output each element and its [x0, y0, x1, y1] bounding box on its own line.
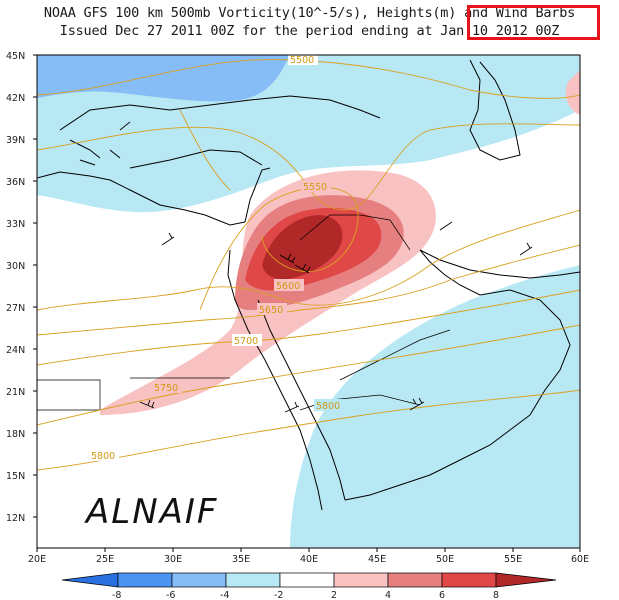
colorbar-seg-pos6	[441, 572, 497, 588]
wind-barbs	[119, 121, 533, 413]
highlight-box	[467, 5, 600, 40]
lat-label-21n: 21N	[6, 387, 25, 398]
colorbar	[61, 572, 557, 588]
pos-small-east	[565, 70, 580, 115]
lon-label-55e: 55E	[504, 554, 522, 565]
lat-label-12n: 12N	[6, 513, 25, 524]
lon-axis	[36, 548, 581, 552]
colorbar-arrow-right	[495, 572, 557, 588]
contour-label-5800-east: 5800	[316, 401, 340, 412]
lon-label-40e: 40E	[300, 554, 318, 565]
lat-label-24n: 24N	[6, 345, 25, 356]
colorbar-seg-pos2	[333, 572, 389, 588]
lon-label-60e: 60E	[571, 554, 589, 565]
neg-core-northwest	[37, 55, 290, 102]
colorbar-tick-pos2: 2	[331, 590, 337, 600]
colorbar-arrow-left	[61, 572, 119, 588]
contour-label-5650: 5650	[259, 305, 283, 316]
lat-label-45n: 45N	[6, 51, 25, 62]
colorbar-tick-pos4: 4	[385, 590, 391, 600]
map-title-line2: Issued Dec 27 2011 00Z for the period en…	[59, 23, 560, 39]
contour-label-5750: 5750	[154, 383, 178, 394]
contour-label-5800-west: 5800	[91, 451, 115, 462]
lat-label-39n: 39N	[6, 135, 25, 146]
lon-label-35e: 35E	[232, 554, 250, 565]
colorbar-seg-neg6	[117, 572, 173, 588]
contour-labels: 5500 5550 5600 5650 5700 5750 5800 5800	[89, 53, 344, 462]
pos-core	[262, 215, 343, 280]
lon-label-20e: 20E	[28, 554, 46, 565]
lat-label-42n: 42N	[6, 93, 25, 104]
lon-label-30e: 30E	[164, 554, 182, 565]
lat-label-27n: 27N	[6, 303, 25, 314]
neg-region-arabia	[290, 265, 580, 548]
colorbar-tick-neg6: -6	[166, 590, 175, 600]
watermark: ALNAIF	[84, 492, 218, 532]
lat-label-30n: 30N	[6, 261, 25, 272]
map-title-line1: NOAA GFS 100 km 500mb Vorticity(10^-5/s)…	[43, 5, 576, 21]
lat-label-36n: 36N	[6, 177, 25, 188]
lat-label-15n: 15N	[6, 471, 25, 482]
colorbar-tick-neg4: -4	[220, 590, 229, 600]
lat-label-18n: 18N	[6, 429, 25, 440]
vorticity-fill	[37, 55, 580, 548]
colorbar-tick-pos6: 6	[439, 590, 445, 600]
colorbar-seg-neg2	[225, 572, 281, 588]
contour-label-5500: 5500	[290, 55, 314, 66]
neg-small-northwest	[37, 100, 105, 150]
colorbar-seg-neg4	[171, 572, 227, 588]
coastlines	[37, 59, 580, 511]
lon-label-25e: 25E	[96, 554, 114, 565]
colorbar-seg-zero	[279, 572, 335, 588]
lat-axis	[33, 54, 37, 518]
lon-label-50e: 50E	[436, 554, 454, 565]
contour-label-5550: 5550	[303, 182, 327, 193]
height-contours	[37, 59, 580, 471]
lon-label-45e: 45E	[368, 554, 386, 565]
contour-label-5600: 5600	[276, 281, 300, 292]
contour-label-5700: 5700	[234, 336, 258, 347]
colorbar-seg-pos4	[387, 572, 443, 588]
lat-label-33n: 33N	[6, 219, 25, 230]
colorbar-tick-pos8: 8	[493, 590, 499, 600]
colorbar-tick-neg8: -8	[112, 590, 121, 600]
colorbar-tick-neg2: -2	[274, 590, 283, 600]
